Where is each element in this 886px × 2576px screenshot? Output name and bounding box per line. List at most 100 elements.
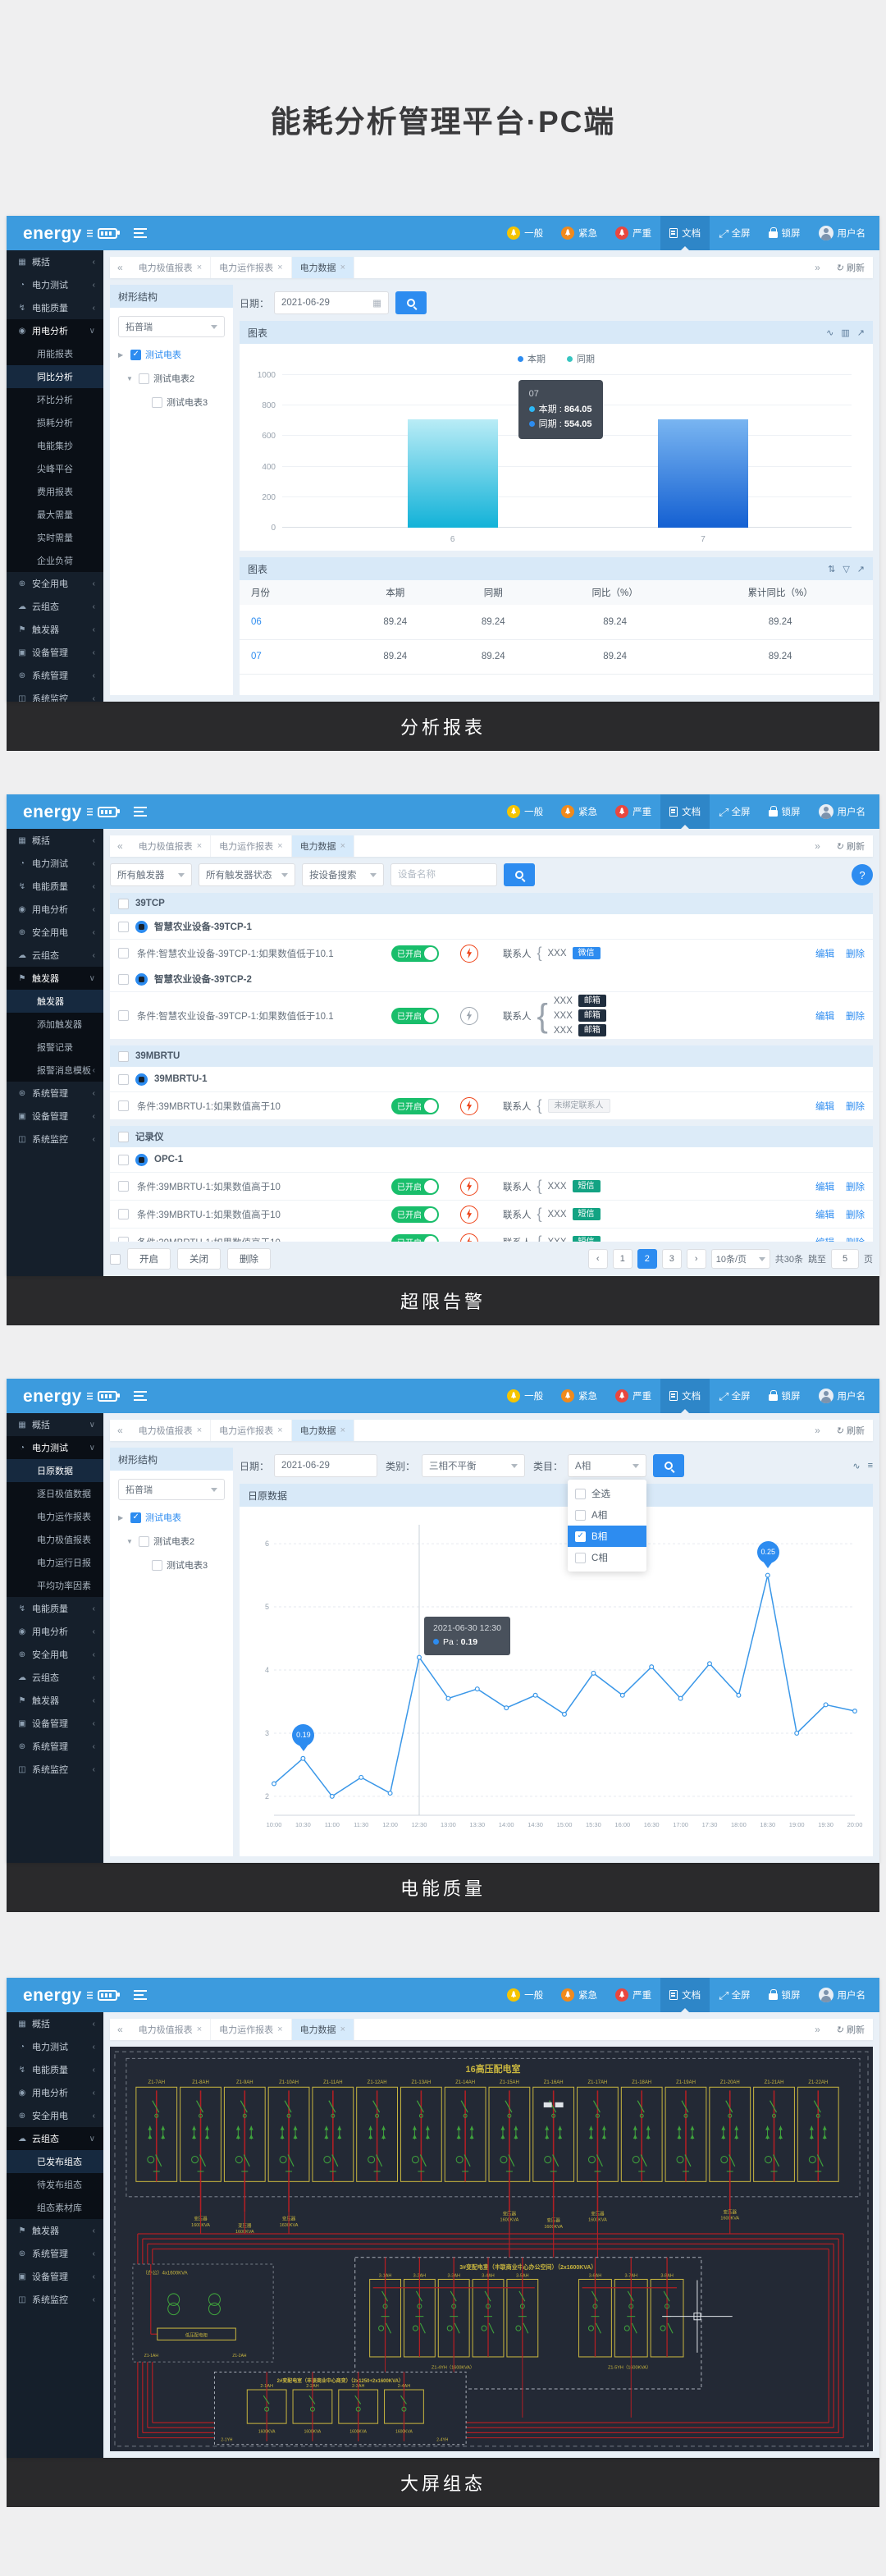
checkbox[interactable] xyxy=(118,1154,129,1165)
sidebar-item[interactable]: ▦ 概括 ‹ xyxy=(7,2012,103,2035)
refresh-button[interactable]: ↻ 刷新 xyxy=(828,840,873,853)
delete-link[interactable]: 删除 xyxy=(846,949,865,959)
sidebar-item[interactable]: ▣ 设备管理 ‹ xyxy=(7,1712,103,1735)
date-input[interactable]: 2021-06-29 ▦ xyxy=(274,291,390,314)
sidebar-item[interactable]: ↯ 电能质量 ‹ xyxy=(7,2058,103,2081)
sidebar-item[interactable]: ⊛ 系统管理 ‹ xyxy=(7,1735,103,1758)
topbar-menu-lock[interactable]: 锁屏 xyxy=(760,794,810,829)
topbar-menu-lock[interactable]: 锁屏 xyxy=(760,1978,810,2012)
sidebar-item[interactable]: ⚑ 触发器 ‹ xyxy=(7,2219,103,2242)
tree-root-select[interactable]: 拓普瑞 xyxy=(118,316,225,337)
sidebar-item[interactable]: ⊕ 安全用电 ‹ xyxy=(7,921,103,944)
sidebar-item[interactable]: ◉ 用电分析 ‹ xyxy=(7,2081,103,2104)
dropdown-option[interactable]: A相 xyxy=(568,1504,646,1526)
export-icon[interactable]: ↗ xyxy=(856,327,865,338)
sidebar-item[interactable]: ◉ 用电分析 ‹ xyxy=(7,1620,103,1643)
close-icon[interactable]: × xyxy=(277,263,283,272)
sidebar-subitem[interactable]: 电力运行日报 xyxy=(7,1551,103,1574)
date-input[interactable]: 2021-06-29 xyxy=(274,1454,378,1477)
sidebar-item[interactable]: ◫ 系统监控 ‹ xyxy=(7,1758,103,1781)
tree-root-select[interactable]: 拓普瑞 xyxy=(118,1479,225,1500)
tab-scroll-left-icon[interactable]: « xyxy=(117,1425,123,1436)
tree-expand-icon[interactable]: ▶ xyxy=(118,350,124,359)
checkbox[interactable] xyxy=(139,373,149,384)
sidebar-item[interactable]: ▦ 概括 ∨ xyxy=(7,1413,103,1436)
sidebar-item[interactable]: ↯ 电能质量 ‹ xyxy=(7,875,103,898)
checkbox[interactable] xyxy=(118,1100,129,1111)
topbar-menu-document[interactable]: 文档 xyxy=(660,1379,710,1413)
sidebar-subitem[interactable]: 触发器 xyxy=(7,990,103,1013)
tab[interactable]: 电力极值报表 × xyxy=(130,1420,212,1441)
alarm-level-item[interactable]: 紧急 xyxy=(552,794,606,829)
close-icon[interactable]: × xyxy=(340,1425,345,1435)
dropdown-option[interactable]: 全选 xyxy=(568,1483,646,1504)
alarm-level-item[interactable]: 紧急 xyxy=(552,216,606,250)
topbar-menu-avatar[interactable]: 用户名 xyxy=(810,216,875,250)
sidebar-item[interactable]: ⊛ 系统管理 ‹ xyxy=(7,2242,103,2265)
sidebar-item[interactable]: ☁ 云组态 ‹ xyxy=(7,1666,103,1689)
tab[interactable]: 电力极值报表 × xyxy=(130,835,212,857)
sidebar-subitem[interactable]: 待发布组态 xyxy=(7,2173,103,2196)
jump-input[interactable]: 5 xyxy=(831,1249,859,1269)
sidebar-item[interactable]: ▣ 设备管理 ‹ xyxy=(7,2265,103,2288)
checkbox[interactable] xyxy=(130,1512,141,1523)
batch-button[interactable]: 开启 xyxy=(127,1248,171,1270)
device-name-input[interactable] xyxy=(390,863,497,886)
search-button[interactable] xyxy=(395,291,427,314)
sort-icon[interactable]: ⇅ xyxy=(828,564,836,574)
sidebar-item[interactable]: ▦ 概括 ‹ xyxy=(7,250,103,273)
table-row[interactable]: 06 89.24 89.24 89.24 89.24 xyxy=(240,605,873,640)
close-icon[interactable]: × xyxy=(196,1425,203,1435)
device-row[interactable]: OPC-1 xyxy=(110,1147,873,1172)
category-select[interactable]: 三相不平衡 xyxy=(422,1454,526,1477)
refresh-button[interactable]: ↻ 刷新 xyxy=(828,261,873,274)
sidebar-subitem[interactable]: 环比分析 xyxy=(7,388,103,411)
checkbox[interactable] xyxy=(139,1535,149,1547)
delete-link[interactable]: 删除 xyxy=(846,1210,865,1220)
sidebar-item[interactable]: ↯ 电能质量 ‹ xyxy=(7,1597,103,1620)
sidebar-item[interactable]: ◔ 电力测试 ∨ xyxy=(7,1436,103,1459)
sidebar-subitem[interactable]: 添加触发器 xyxy=(7,1013,103,1036)
tree-node[interactable]: 测试电表3 xyxy=(139,396,225,409)
edit-link[interactable]: 编辑 xyxy=(815,1182,834,1192)
tab-scroll-left-icon[interactable]: « xyxy=(117,840,123,852)
sidebar-item[interactable]: ⊛ 系统管理 ‹ xyxy=(7,664,103,687)
device-row[interactable]: 智慧农业设备-39TCP-1 xyxy=(110,914,873,939)
checkbox[interactable] xyxy=(118,898,129,909)
tab[interactable]: 电力数据 × xyxy=(291,1420,354,1441)
tab-scroll-right-icon[interactable]: » xyxy=(815,840,820,852)
sidebar-subitem[interactable]: 已发布组态 xyxy=(7,2150,103,2173)
alarm-level-item[interactable]: 一般 xyxy=(498,794,552,829)
close-icon[interactable]: × xyxy=(277,2025,283,2034)
sidebar-item[interactable]: ⚑ 触发器 ∨ xyxy=(7,967,103,990)
sidebar-item[interactable]: ◫ 系统监控 ‹ xyxy=(7,2288,103,2311)
table-row[interactable]: 07 89.24 89.24 89.24 89.24 xyxy=(240,639,873,675)
device-row[interactable]: 39MBRTU-1 xyxy=(110,1067,873,1091)
legend-item[interactable]: 本期 xyxy=(518,352,546,365)
topbar-menu-document[interactable]: 文档 xyxy=(660,216,710,250)
sidebar-subitem[interactable]: 报警记录 xyxy=(7,1036,103,1059)
tab[interactable]: 电力数据 × xyxy=(291,257,354,278)
tab[interactable]: 电力极值报表 × xyxy=(130,2019,212,2040)
alarm-level-item[interactable]: 紧急 xyxy=(552,1978,606,2012)
checkbox[interactable] xyxy=(118,948,129,959)
dropdown-option[interactable]: B相 xyxy=(568,1526,647,1547)
edit-link[interactable]: 编辑 xyxy=(815,1210,834,1220)
sidebar-subitem[interactable]: 企业负荷 xyxy=(7,549,103,572)
trigger-state-select[interactable]: 所有触发器状态 xyxy=(199,863,295,886)
tab[interactable]: 电力运作报表 × xyxy=(211,835,292,857)
sidebar-subitem[interactable]: 电能集抄 xyxy=(7,434,103,457)
delete-link[interactable]: 删除 xyxy=(846,1182,865,1192)
tab[interactable]: 电力数据 × xyxy=(291,835,354,857)
sidebar-item[interactable]: ⊕ 安全用电 ‹ xyxy=(7,572,103,595)
close-icon[interactable]: × xyxy=(340,841,345,851)
tree-node[interactable]: ▼ 测试电表2 xyxy=(126,372,225,385)
checkbox[interactable] xyxy=(118,1010,129,1021)
tree-expand-icon[interactable]: ▼ xyxy=(126,374,133,382)
sidebar-subitem[interactable]: 组态素材库 xyxy=(7,2196,103,2219)
page-number[interactable]: 3 xyxy=(661,1249,682,1269)
sidebar-item[interactable]: ⊛ 系统管理 ‹ xyxy=(7,1082,103,1105)
alarm-level-item[interactable]: 严重 xyxy=(606,1379,660,1413)
topbar-menu-fullscreen[interactable]: ⤢ 全屏 xyxy=(710,1978,759,2012)
tab[interactable]: 电力数据 × xyxy=(291,2019,354,2040)
